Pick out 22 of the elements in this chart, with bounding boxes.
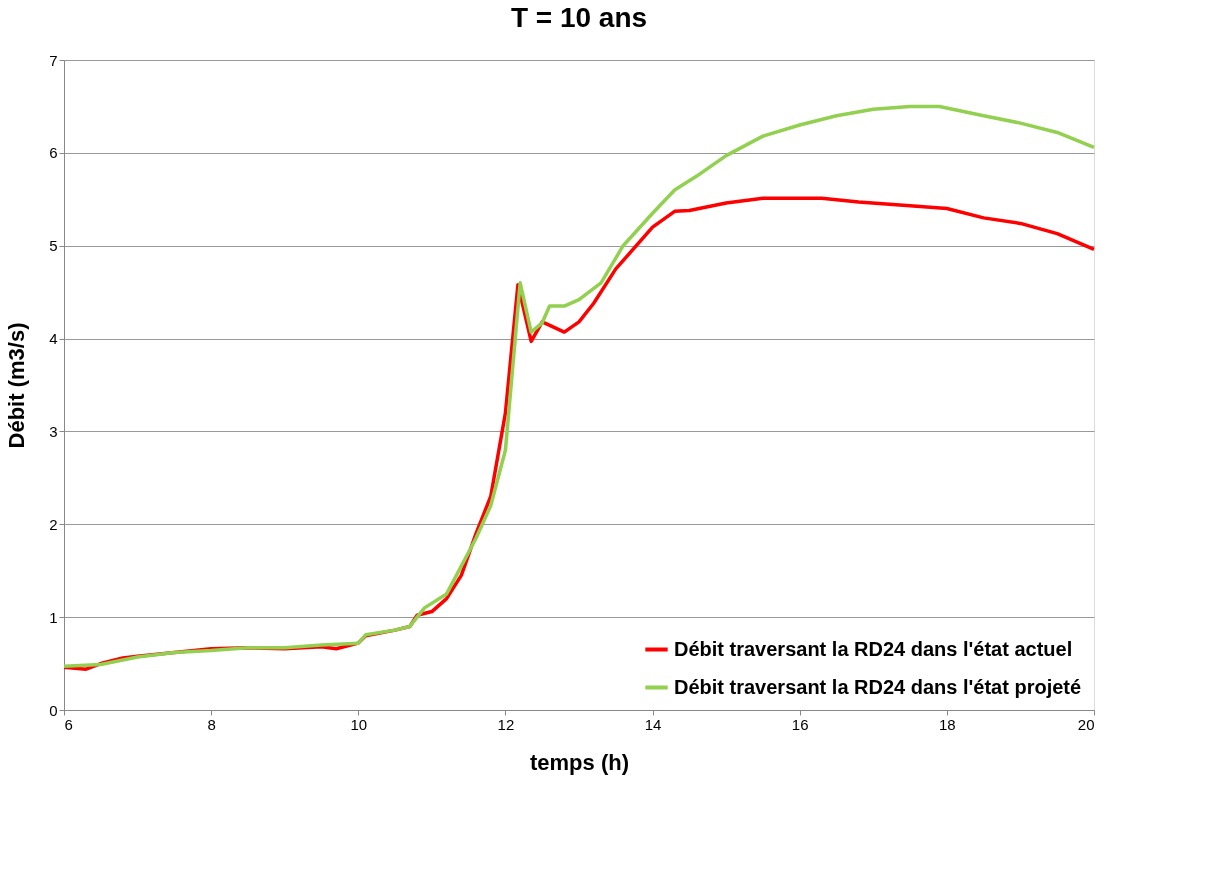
y-tick-label: 0 — [49, 701, 58, 719]
y-tick-label: 7 — [49, 51, 58, 69]
x-tick-label: 6 — [64, 715, 73, 733]
legend-label: Débit traversant la RD24 dans l'état actuel — [674, 637, 1073, 660]
x-axis-title: temps (h) — [530, 749, 629, 775]
line-series — [62, 104, 1096, 669]
y-tick-label: 5 — [49, 237, 58, 255]
legend-label: Débit traversant la RD24 dans l'état projeté — [674, 675, 1082, 698]
y-tick-label: 3 — [49, 422, 58, 440]
y-tick-label: 2 — [49, 515, 58, 533]
y-tick-label: 1 — [49, 608, 58, 626]
y-tick-label: 6 — [49, 144, 58, 162]
x-tick-label: 16 — [791, 715, 809, 733]
chart-title: T = 10 ans — [510, 2, 648, 33]
x-tick-label: 8 — [207, 715, 216, 733]
y-axis-title: Débit (m3/s) — [4, 322, 30, 449]
x-tick-label: 20 — [1077, 715, 1095, 733]
x-tick-label: 12 — [497, 715, 515, 733]
x-tick-label: 18 — [939, 715, 956, 733]
y-tick-label: 4 — [49, 330, 58, 348]
x-tick-label: 14 — [644, 715, 662, 733]
x-tick-label: 10 — [350, 715, 368, 733]
